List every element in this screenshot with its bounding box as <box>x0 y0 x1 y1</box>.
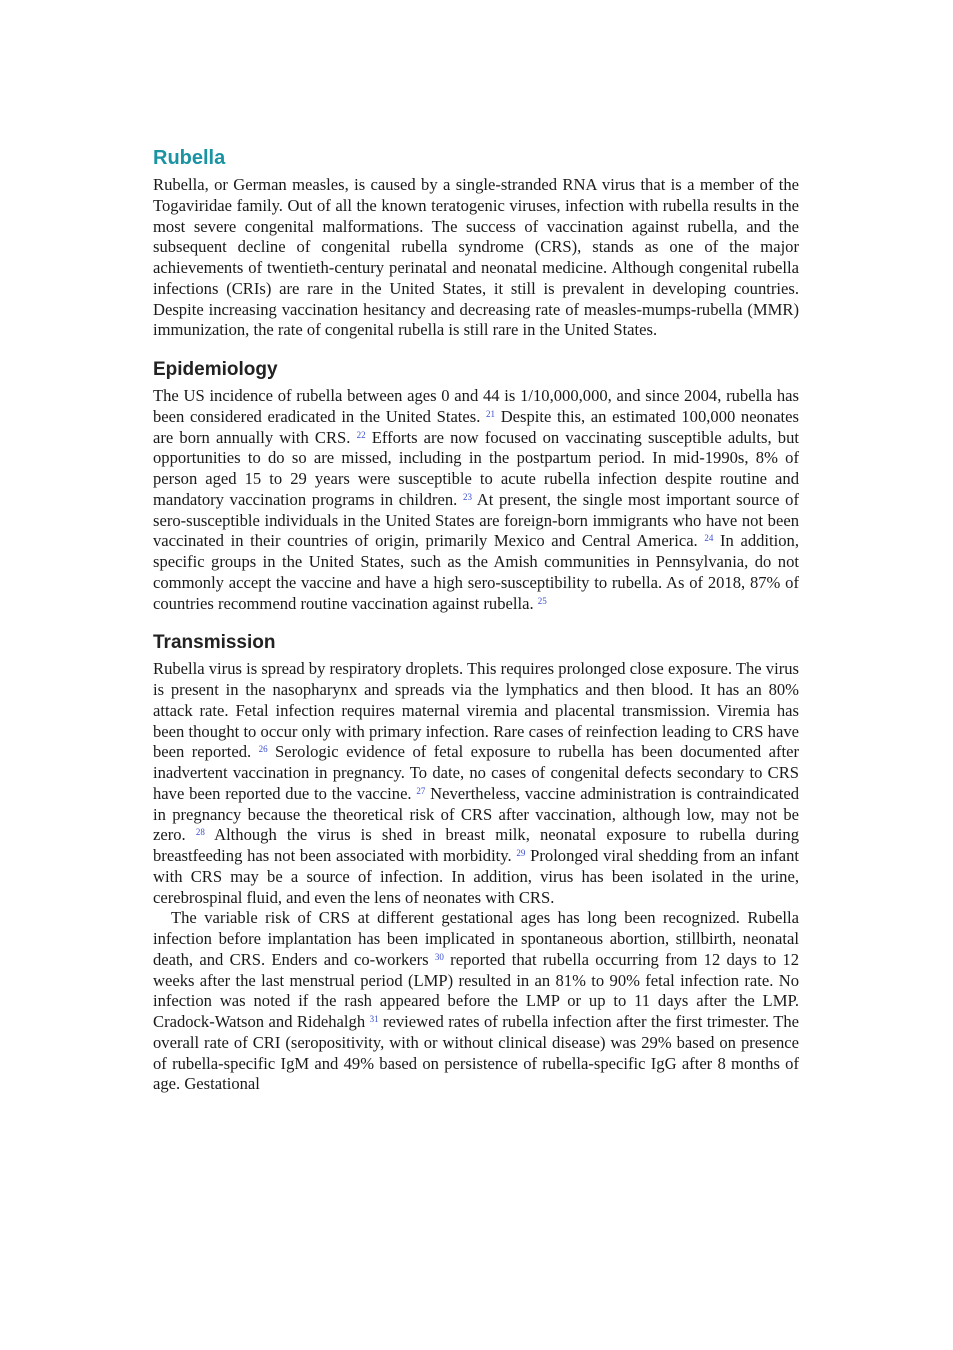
citation: 24 <box>704 533 714 544</box>
text-run: Despite this, an estimated 100,000 neona… <box>153 406 799 447</box>
text-run: Although the virus is shed in breast mil… <box>153 825 800 865</box>
text-run: Rubella virus is spread by respiratory d… <box>153 659 799 762</box>
citation: 22 <box>356 429 366 440</box>
text-run: Efforts are now focused on vaccinating s… <box>153 427 799 509</box>
text-run: In addition, specific groups in the Unit… <box>153 531 799 613</box>
citation: 27 <box>416 785 426 796</box>
citation: 28 <box>195 827 205 838</box>
text-run: The US incidence of rubella between ages… <box>153 386 799 426</box>
section-heading: Transmission <box>153 632 276 654</box>
title: Rubella <box>153 147 226 169</box>
citation: 30 <box>434 951 444 962</box>
text-run: reviewed rates of rubella infection afte… <box>153 1012 799 1094</box>
citation: 25 <box>537 595 547 606</box>
document: Rubella Rubella, or German measles, is c… <box>153 146 799 1095</box>
section-heading: Epidemiology <box>153 359 278 380</box>
text-run: Prolonged viral shedding from an infant … <box>153 846 799 907</box>
paragraph: The variable risk of CRS at different ge… <box>153 908 799 1095</box>
citation: 29 <box>516 848 526 858</box>
text-run: Rubella, or German measles, is caused by… <box>153 175 799 340</box>
text-run: At present, the single most important so… <box>153 489 799 551</box>
text-run: reported that rubella occurring from 12 … <box>153 949 799 1031</box>
citation: 23 <box>462 491 472 502</box>
citation: 26 <box>258 744 268 755</box>
paragraph: The US incidence of rubella between ages… <box>153 386 799 614</box>
citation: 31 <box>369 1014 379 1024</box>
text-run: The variable risk of CRS at different ge… <box>153 908 799 969</box>
paragraph: Rubella virus is spread by respiratory d… <box>153 659 799 908</box>
citation: 21 <box>486 408 496 419</box>
text-run: Serologic evidence of fetal exposure to … <box>153 742 799 803</box>
paragraph: Rubella, or German measles, is caused by… <box>153 175 799 341</box>
text-run: Nevertheless, vaccine administration is … <box>153 783 800 845</box>
